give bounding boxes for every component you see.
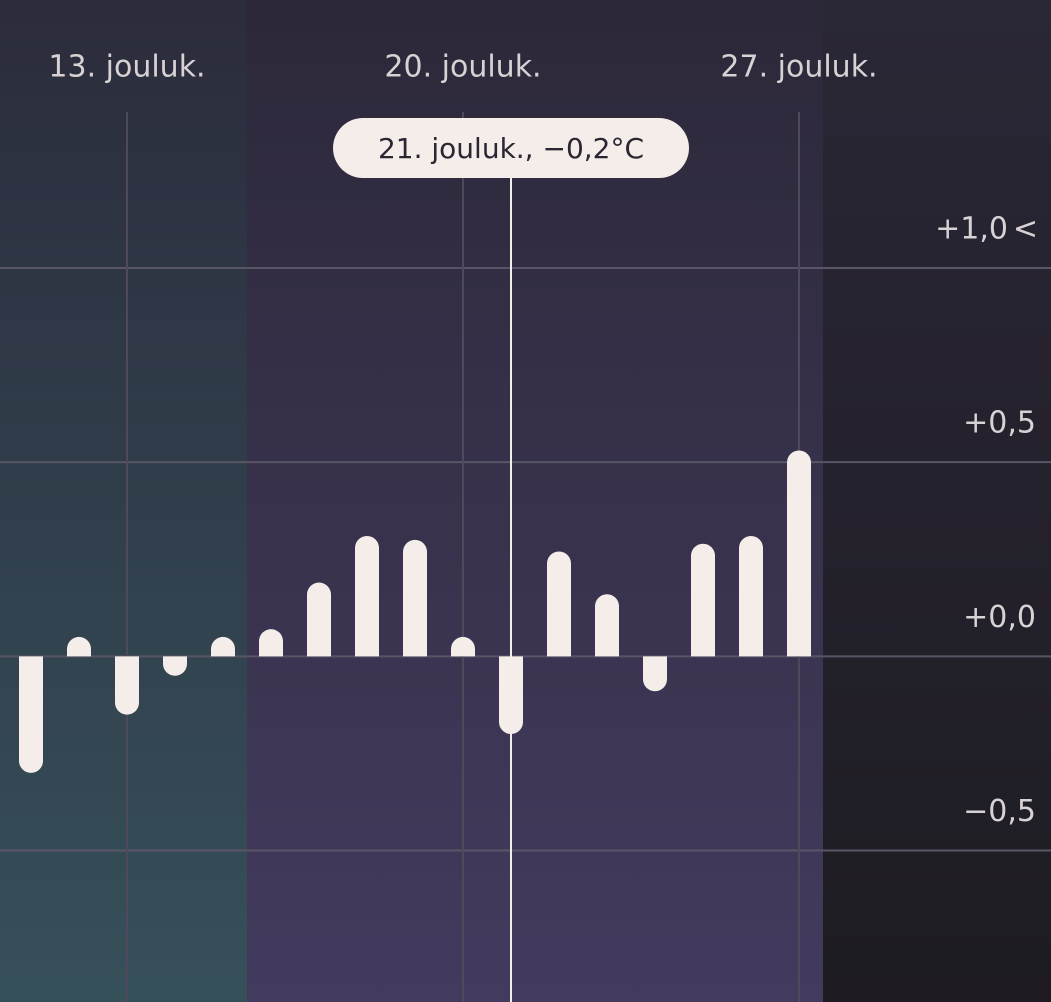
region-past (0, 0, 247, 1002)
bar (307, 582, 331, 657)
bar (451, 636, 475, 657)
bar (259, 629, 283, 657)
y-tick-label: +1,0 (935, 211, 1008, 246)
y-tick-label: −0,5 (963, 794, 1036, 829)
bar (643, 656, 667, 692)
bar (739, 535, 763, 657)
bar (355, 535, 379, 657)
bar (403, 539, 427, 657)
bar (595, 594, 619, 657)
x-tick-label: 20. jouluk. (384, 50, 541, 85)
y-tick-label: +0,5 (963, 406, 1036, 441)
tooltip-text: 21. jouluk., −0,2°C (378, 132, 644, 165)
bar (67, 636, 91, 657)
bar (211, 636, 235, 657)
x-tick-label: 27. jouluk. (720, 50, 877, 85)
bar (547, 551, 571, 657)
bar (787, 450, 811, 657)
bar (19, 656, 43, 773)
x-tick-label: 13. jouluk. (48, 50, 205, 85)
y-tick-label: +0,0 (963, 600, 1036, 635)
tooltip-box (333, 118, 689, 178)
y-axis-arrow[interactable]: < (1013, 211, 1038, 246)
region-future (823, 0, 1051, 1002)
bar (163, 656, 187, 676)
bar (499, 656, 523, 735)
bar (115, 656, 139, 715)
bar (691, 543, 715, 657)
